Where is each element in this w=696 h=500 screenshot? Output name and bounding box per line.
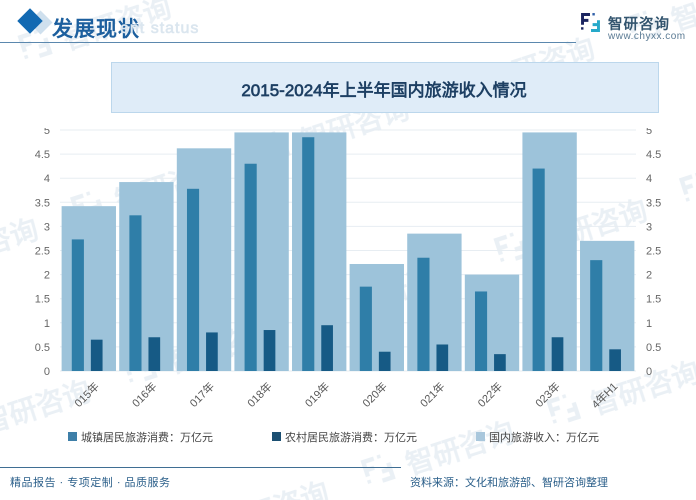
svg-text:015年: 015年 [71,379,102,408]
svg-text:5: 5 [44,128,50,137]
svg-text:023年: 023年 [532,379,563,408]
svg-text:1: 1 [646,318,652,330]
svg-text:019年: 019年 [302,379,333,408]
svg-text:0.5: 0.5 [646,342,661,354]
svg-text:2: 2 [646,270,652,282]
svg-text:021年: 021年 [417,379,448,408]
svg-text:0.5: 0.5 [35,342,50,354]
svg-text:022年: 022年 [474,379,505,408]
svg-text:3: 3 [44,221,50,233]
svg-text:3.5: 3.5 [35,197,50,209]
svg-text:017年: 017年 [186,379,217,408]
svg-text:4: 4 [44,173,50,185]
svg-text:2.5: 2.5 [646,246,661,258]
svg-text:018年: 018年 [244,379,275,408]
svg-text:4.5: 4.5 [35,149,50,161]
svg-text:1.5: 1.5 [646,294,661,306]
svg-text:4.5: 4.5 [646,149,661,161]
svg-text:020年: 020年 [359,379,390,408]
svg-text:2: 2 [44,270,50,282]
svg-text:1.5: 1.5 [35,294,50,306]
svg-text:1: 1 [44,318,50,330]
svg-text:2.5: 2.5 [35,246,50,258]
svg-text:5: 5 [646,128,652,137]
svg-text:3.5: 3.5 [646,197,661,209]
svg-text:0: 0 [646,366,652,378]
svg-text:4年H1: 4年H1 [588,379,620,408]
svg-text:0: 0 [44,366,50,378]
svg-text:4: 4 [646,173,652,185]
svg-text:3: 3 [646,221,652,233]
svg-text:016年: 016年 [129,379,160,408]
